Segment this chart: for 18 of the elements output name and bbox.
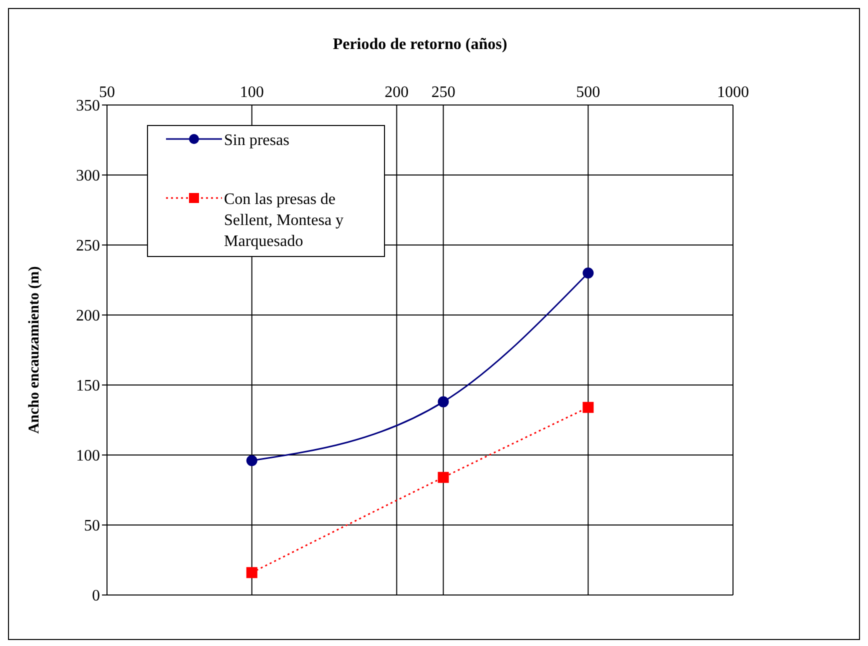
x-axis-title: Periodo de retorno (años)	[332, 36, 508, 53]
x-tick-label: 200	[384, 84, 409, 101]
y-tick-label: 250	[76, 238, 100, 255]
y-tick-label: 350	[76, 98, 100, 115]
legend-label: Con las presas de Sellent, Montesa y Marquesado	[224, 190, 345, 252]
y-tick-label: 50	[84, 518, 100, 535]
y-tick-label: 0	[92, 588, 100, 605]
x-tick-label: 1000	[717, 84, 749, 101]
y-tick-label: 100	[76, 448, 100, 465]
x-tick-label: 100	[240, 84, 264, 101]
y-axis-title: Ancho encauzamiento (m)	[26, 266, 42, 434]
y-tick-label: 150	[76, 378, 100, 395]
x-tick-label: 50	[99, 84, 115, 101]
legend-label: Sin presas	[224, 131, 290, 151]
y-tick-label: 200	[76, 308, 100, 325]
y-tick-label: 300	[76, 168, 100, 185]
x-tick-label: 250	[431, 84, 456, 101]
x-tick-label: 500	[576, 84, 600, 101]
